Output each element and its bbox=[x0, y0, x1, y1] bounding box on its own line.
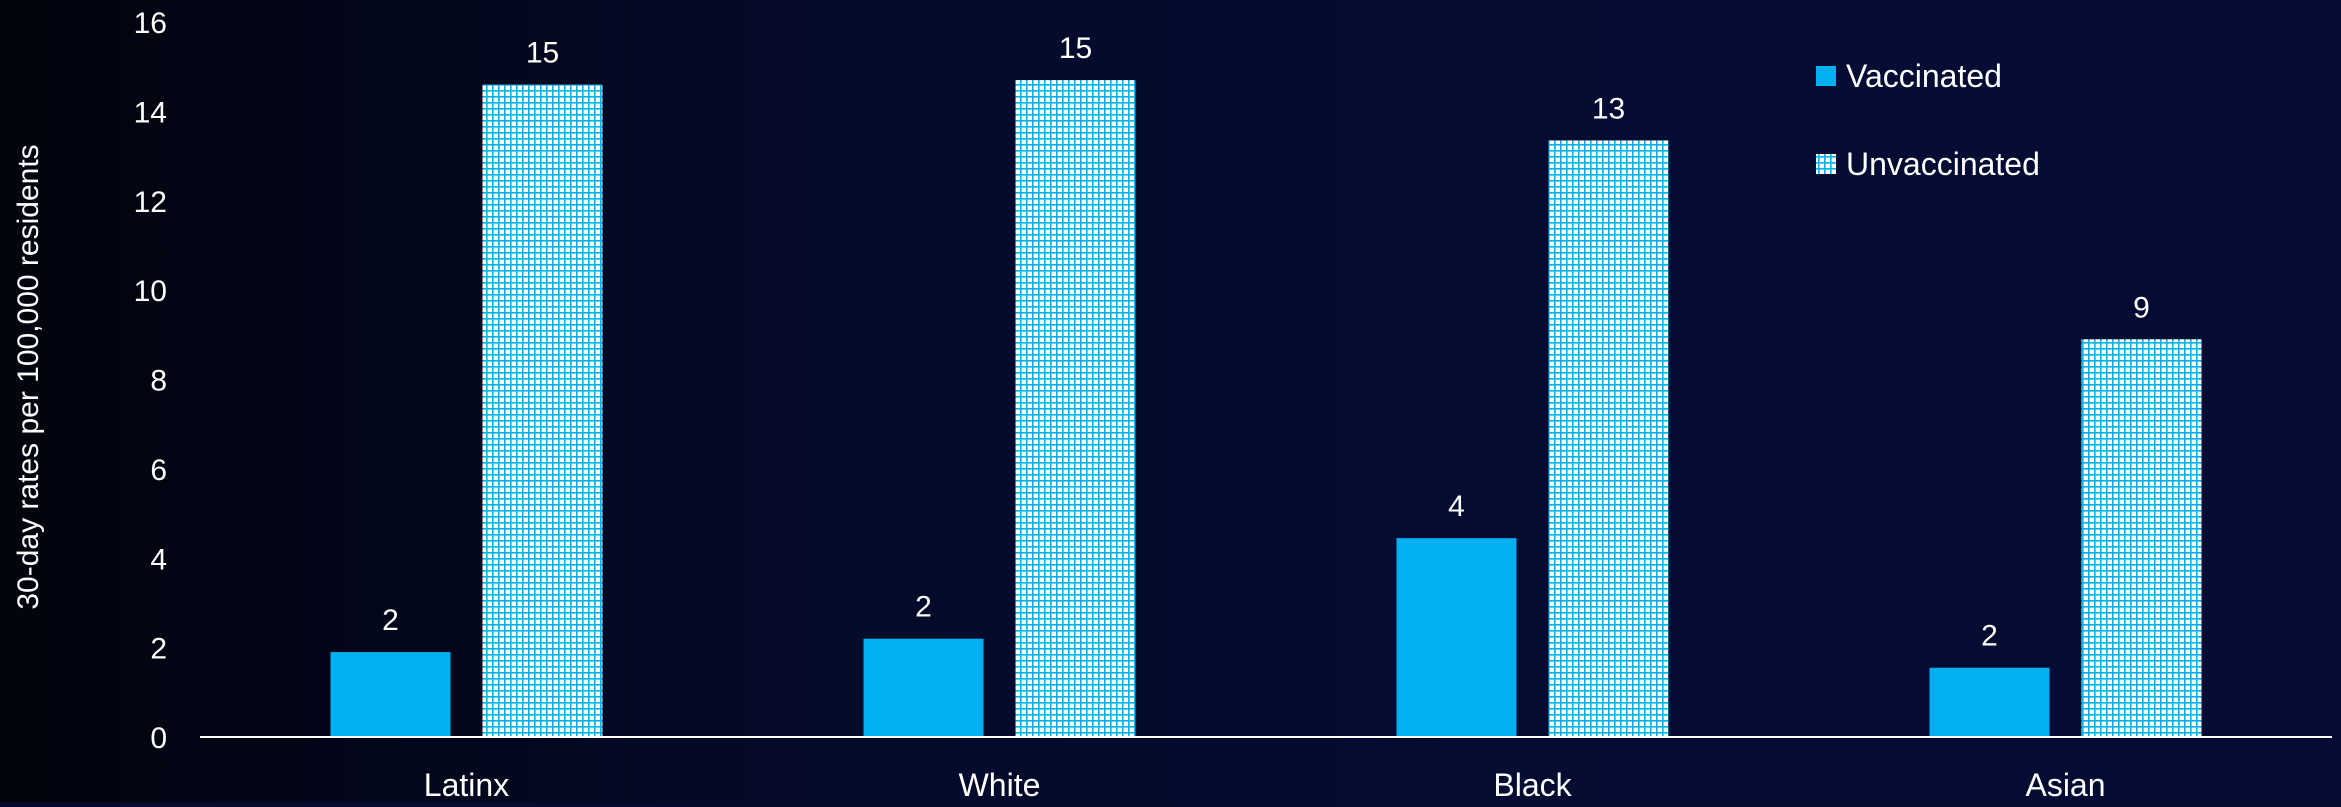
data-label: 9 bbox=[2133, 291, 2150, 324]
bar-vaccinated-latinx bbox=[330, 652, 451, 737]
legend-swatch-vaccinated bbox=[1816, 66, 1836, 86]
data-label: 2 bbox=[1981, 620, 1998, 653]
legend-label: Unvaccinated bbox=[1846, 146, 2040, 182]
y-tick-label: 10 bbox=[134, 275, 167, 308]
bars bbox=[330, 80, 2202, 737]
y-tick-label: 12 bbox=[134, 186, 167, 219]
legend: Vaccinated Unvaccinated bbox=[1816, 58, 2040, 182]
y-tick-label: 4 bbox=[150, 543, 167, 576]
data-label: 2 bbox=[915, 591, 932, 624]
x-tick-label: Black bbox=[1493, 767, 1572, 802]
data-label: 13 bbox=[1592, 92, 1625, 125]
y-axis-title: 30-day rates per 100,000 residents bbox=[12, 144, 45, 609]
x-tick-label: Asian bbox=[2025, 767, 2105, 802]
y-axis-ticks: 0 2 4 6 8 10 12 14 16 bbox=[134, 7, 167, 755]
data-label: 15 bbox=[1059, 32, 1092, 65]
bar-unvaccinated-white bbox=[1015, 80, 1136, 737]
bar-unvaccinated-latinx bbox=[482, 84, 603, 737]
y-tick-label: 6 bbox=[150, 454, 167, 487]
data-label: 4 bbox=[1448, 490, 1465, 523]
data-label: 2 bbox=[382, 604, 399, 637]
data-label: 15 bbox=[526, 37, 559, 70]
bar-unvaccinated-black bbox=[1548, 140, 1669, 737]
y-tick-label: 8 bbox=[150, 365, 167, 398]
legend-swatch-unvaccinated bbox=[1816, 154, 1836, 174]
bar-vaccinated-asian bbox=[1929, 667, 2050, 737]
y-tick-label: 16 bbox=[134, 7, 167, 40]
x-tick-label: White bbox=[959, 767, 1041, 802]
y-tick-label: 0 bbox=[150, 722, 167, 755]
x-axis-tick-labels: Latinx White Black Asian bbox=[424, 767, 2106, 803]
bar-unvaccinated-asian bbox=[2081, 339, 2202, 737]
y-tick-label: 2 bbox=[150, 633, 167, 666]
bar-vaccinated-white bbox=[863, 638, 984, 737]
y-tick-label: 14 bbox=[134, 96, 167, 129]
bar-vaccinated-black bbox=[1396, 538, 1517, 737]
x-tick-label: Latinx bbox=[424, 767, 509, 802]
data-labels: 2 15 2 15 4 13 2 9 bbox=[382, 32, 2150, 653]
legend-label: Vaccinated bbox=[1846, 58, 2002, 94]
